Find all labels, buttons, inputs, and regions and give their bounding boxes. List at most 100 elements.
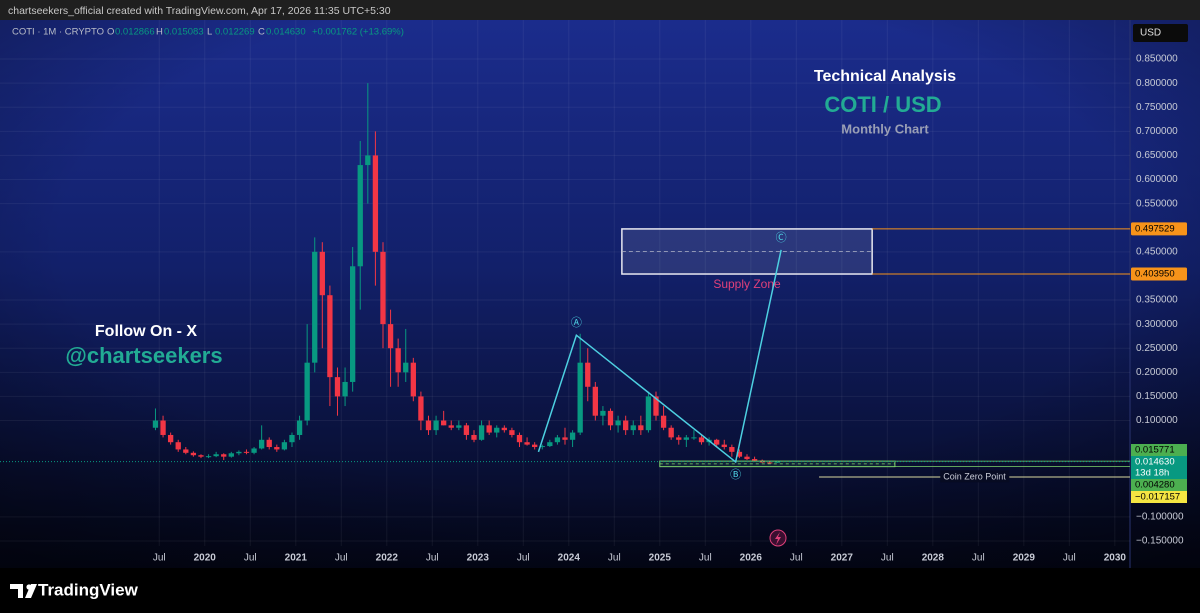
price-tag: [1131, 467, 1187, 479]
candle-body: [645, 396, 652, 431]
x-tick-label: 2027: [831, 553, 854, 564]
candle-body: [380, 251, 386, 325]
candle-body: [266, 439, 272, 448]
candle-body: [751, 459, 758, 461]
candle-body: [251, 448, 257, 453]
candle-body: [357, 165, 363, 267]
symbol: COTI · 1M · CRYPTO: [12, 27, 104, 38]
candle-body: [615, 420, 621, 426]
chart-title: Technical Analysis: [814, 68, 956, 85]
candle-body: [372, 155, 379, 252]
x-tick-label: Jul: [335, 553, 348, 564]
candle-body: [228, 453, 234, 457]
footer-bar: [0, 568, 1200, 613]
price-tag-label: 0.015771: [1135, 445, 1175, 456]
candle-body: [167, 434, 174, 443]
candle-body: [494, 427, 500, 433]
candle-body: [478, 425, 485, 440]
lightning-bolt: [775, 532, 781, 545]
price-tag-label: 13d 18h: [1135, 468, 1169, 479]
candle-body: [676, 437, 682, 440]
candle-body: [698, 437, 705, 443]
candle-body: [243, 451, 250, 453]
legend-key: O: [107, 27, 114, 38]
candle-body: [630, 425, 636, 431]
candle-body: [592, 386, 598, 416]
candle-body: [205, 456, 212, 458]
legend-value: 0.012866: [115, 27, 155, 38]
candle-body: [456, 425, 462, 428]
candle-body: [274, 447, 280, 450]
candle-body: [691, 437, 697, 439]
candle-body: [638, 425, 644, 431]
price-tag: [1131, 456, 1187, 468]
candle-body: [547, 442, 553, 447]
candle-body: [304, 362, 310, 421]
y-tick-label: 0.750000: [1136, 102, 1178, 113]
candle-body: [395, 348, 401, 373]
price-tag: [1131, 479, 1187, 491]
grid: 0.850000 0.800000 0.750000 0.700000 0.650000…: [0, 20, 1184, 564]
candle-body: [190, 452, 197, 456]
x-tick-label: Jul: [517, 553, 530, 564]
price-tag-label: −0.017157: [1135, 492, 1180, 503]
logo-dot: [26, 584, 32, 590]
legend-key: C: [258, 27, 265, 38]
y-tick-label: 0.350000: [1136, 295, 1178, 306]
x-tick-label: 2022: [376, 553, 399, 564]
candle-body: [289, 434, 295, 443]
y-tick-label: 0.800000: [1136, 78, 1178, 89]
candle-body: [516, 434, 523, 443]
price-tag: [1131, 491, 1187, 503]
x-tick-label: 2029: [1013, 553, 1036, 564]
candle-body: [433, 420, 439, 431]
footer-logo: TradingView: [38, 580, 139, 599]
candle-body: [175, 442, 181, 450]
candle-body: [509, 430, 515, 435]
legend-key: H: [156, 27, 163, 38]
candle-body: [312, 251, 318, 363]
candle-body: [623, 420, 629, 431]
candle-body: [387, 324, 394, 349]
timeframe: Monthly Chart: [841, 121, 929, 136]
candle-body: [585, 362, 591, 387]
currency-box: [1133, 24, 1188, 42]
plot-area: [152, 83, 781, 464]
x-tick-label: Jul: [972, 553, 985, 564]
candle-body: [410, 362, 416, 397]
legend-value: 0.014630: [266, 27, 306, 38]
currency: USD: [1140, 28, 1161, 39]
candle-body: [600, 410, 606, 416]
candle-body: [403, 362, 409, 373]
candle-body: [221, 454, 227, 457]
candle-body: [471, 434, 477, 440]
candle-body: [744, 456, 750, 460]
y-tick-label: 0.200000: [1136, 367, 1178, 378]
y-tick-label: 0.250000: [1136, 343, 1178, 354]
y-tick-label: 0.650000: [1136, 150, 1178, 161]
price-tag: [1131, 444, 1187, 456]
candle-body: [607, 410, 614, 426]
wave-label: Ⓑ: [730, 468, 741, 481]
x-tick-label: 2025: [649, 553, 672, 564]
promo-line: Follow On - X: [95, 323, 198, 340]
y-tick-label: 0.450000: [1136, 246, 1178, 257]
legend-value: 0.012269: [215, 27, 255, 38]
header-text: chartseekers_official created with Tradi…: [8, 5, 391, 17]
label-background: [940, 470, 1010, 483]
candle-body: [714, 439, 720, 445]
y-tick-label: 0.100000: [1136, 415, 1178, 426]
price-tag-label: 0.403950: [1135, 269, 1175, 280]
x-tick-label: Jul: [426, 553, 439, 564]
price-tag-label: 0.497529: [1135, 223, 1175, 234]
candle-body: [736, 451, 743, 457]
y-tick-label: 0.150000: [1136, 391, 1178, 402]
x-tick-label: Jul: [153, 553, 166, 564]
candle-body: [524, 442, 530, 445]
candle-body: [198, 455, 204, 457]
candle-body: [441, 420, 447, 426]
supply-zone: [621, 228, 873, 275]
price-tag: [1131, 267, 1187, 281]
candle-body: [418, 396, 424, 421]
